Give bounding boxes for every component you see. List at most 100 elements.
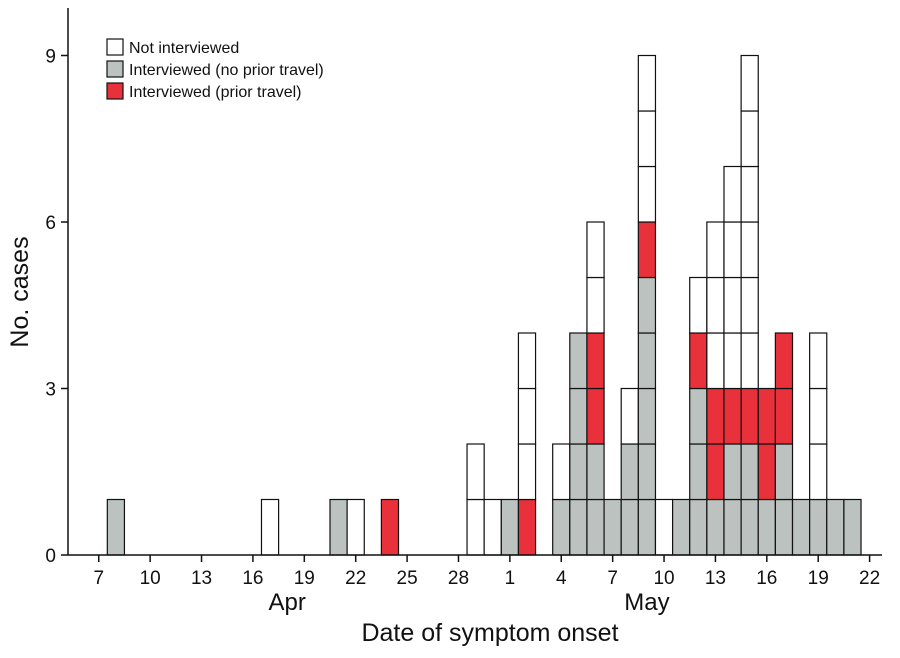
- case-block: [586, 443, 605, 501]
- case-block: [569, 387, 588, 445]
- case-block: [723, 165, 742, 223]
- case-block: [637, 221, 657, 279]
- x-tick-label: 7: [93, 568, 104, 589]
- case-block: [723, 332, 742, 390]
- y-tick-label: 0: [45, 546, 56, 567]
- x-tick-label: 10: [140, 568, 161, 589]
- x-tick-label: 16: [756, 568, 777, 589]
- x-tick-label: 19: [294, 568, 315, 589]
- case-block: [826, 498, 845, 556]
- case-block: [757, 443, 776, 501]
- case-block: [791, 498, 811, 556]
- case-block: [517, 443, 537, 501]
- case-block: [671, 498, 691, 556]
- case-block: [809, 332, 828, 390]
- case-block: [586, 387, 605, 445]
- case-block: [706, 498, 725, 556]
- case-block: [517, 498, 537, 556]
- month-label: Apr: [269, 589, 306, 616]
- case-block: [569, 332, 588, 390]
- case-block: [637, 110, 657, 168]
- case-block: [603, 498, 622, 556]
- case-block: [106, 498, 126, 556]
- case-block: [757, 498, 776, 556]
- case-block: [740, 443, 759, 501]
- legend-label: Not interviewed: [129, 40, 239, 57]
- case-block: [774, 443, 794, 501]
- case-block: [346, 498, 365, 556]
- case-block: [620, 443, 639, 501]
- case-block: [740, 110, 759, 168]
- case-block: [740, 498, 759, 556]
- case-block: [774, 498, 794, 556]
- month-label: May: [624, 589, 669, 616]
- x-tick-label: 22: [859, 568, 880, 589]
- case-block: [843, 498, 862, 556]
- case-block: [260, 498, 280, 556]
- case-block: [706, 443, 725, 501]
- case-block: [740, 276, 759, 334]
- case-block: [552, 443, 571, 501]
- case-block: [637, 276, 657, 334]
- case-block: [723, 276, 742, 334]
- legend: Not interviewed Interviewed (no prior tra…: [106, 38, 324, 101]
- y-axis-ticks: 0 3 6 9: [45, 47, 68, 567]
- case-block: [723, 387, 742, 445]
- y-tick-label: 9: [45, 47, 56, 68]
- case-block: [723, 443, 742, 501]
- case-block: [620, 387, 639, 445]
- case-block: [740, 165, 759, 223]
- case-block: [517, 387, 537, 445]
- case-block: [637, 165, 657, 223]
- case-block: [774, 387, 794, 445]
- case-block: [689, 443, 708, 501]
- x-tick-label: 19: [808, 568, 829, 589]
- case-block: [706, 221, 725, 279]
- x-tick-label: 1: [505, 568, 516, 589]
- case-block: [740, 387, 759, 445]
- case-block: [637, 332, 657, 390]
- y-axis-title: No. cases: [6, 236, 34, 347]
- case-block: [552, 498, 571, 556]
- case-block: [740, 221, 759, 279]
- case-block: [586, 332, 605, 390]
- case-block: [809, 498, 828, 556]
- x-tick-label: 25: [397, 568, 418, 589]
- bars-layer: [106, 54, 862, 556]
- case-block: [569, 498, 588, 556]
- case-block: [466, 498, 485, 556]
- legend-swatch: [106, 60, 124, 78]
- case-block: [517, 332, 537, 390]
- case-block: [586, 498, 605, 556]
- case-block: [706, 332, 725, 390]
- x-tick-label: 7: [607, 568, 618, 589]
- case-block: [637, 443, 657, 501]
- case-block: [586, 221, 605, 279]
- case-block: [706, 276, 725, 334]
- case-block: [380, 498, 400, 556]
- x-tick-label: 28: [448, 568, 469, 589]
- case-block: [740, 54, 759, 112]
- case-block: [740, 332, 759, 390]
- case-block: [586, 276, 605, 334]
- case-block: [757, 387, 776, 445]
- x-tick-label: 13: [191, 568, 212, 589]
- case-block: [689, 276, 708, 334]
- case-block: [466, 443, 485, 501]
- x-axis-ticks: 7 10 13 16 19 22 25 28 1 4 7 10 13 16 19 22: [93, 555, 880, 589]
- case-block: [483, 498, 502, 556]
- x-axis-title: Date of symptom onset: [361, 619, 618, 647]
- case-block: [637, 387, 657, 445]
- x-tick-label: 16: [242, 568, 263, 589]
- month-labels: Apr May: [269, 589, 670, 616]
- case-block: [689, 387, 708, 445]
- x-tick-label: 22: [345, 568, 366, 589]
- x-tick-label: 13: [705, 568, 726, 589]
- case-block: [637, 54, 657, 112]
- case-block: [689, 332, 708, 390]
- case-block: [809, 443, 828, 501]
- legend-swatch: [106, 38, 124, 56]
- case-block: [723, 498, 742, 556]
- case-block: [569, 443, 588, 501]
